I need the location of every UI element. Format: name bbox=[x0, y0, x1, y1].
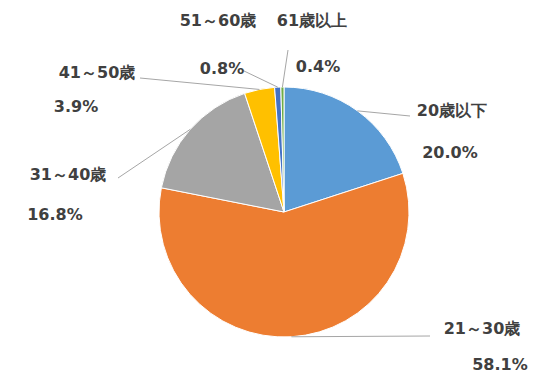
svg-text:21～30歳: 21～30歳 bbox=[444, 319, 521, 338]
svg-text:20歳以下: 20歳以下 bbox=[417, 101, 487, 120]
svg-text:0.4%: 0.4% bbox=[296, 57, 340, 76]
svg-text:31～40歳: 31～40歳 bbox=[30, 165, 107, 184]
svg-text:61歳以上: 61歳以上 bbox=[277, 11, 347, 30]
svg-text:58.1%: 58.1% bbox=[472, 355, 528, 374]
svg-text:16.8%: 16.8% bbox=[27, 205, 83, 224]
svg-text:3.9%: 3.9% bbox=[54, 97, 98, 116]
svg-text:20.0%: 20.0% bbox=[422, 143, 478, 162]
svg-text:41～50歳: 41～50歳 bbox=[59, 63, 136, 82]
svg-text:51～60歳: 51～60歳 bbox=[180, 11, 257, 30]
svg-text:0.8%: 0.8% bbox=[200, 59, 244, 78]
